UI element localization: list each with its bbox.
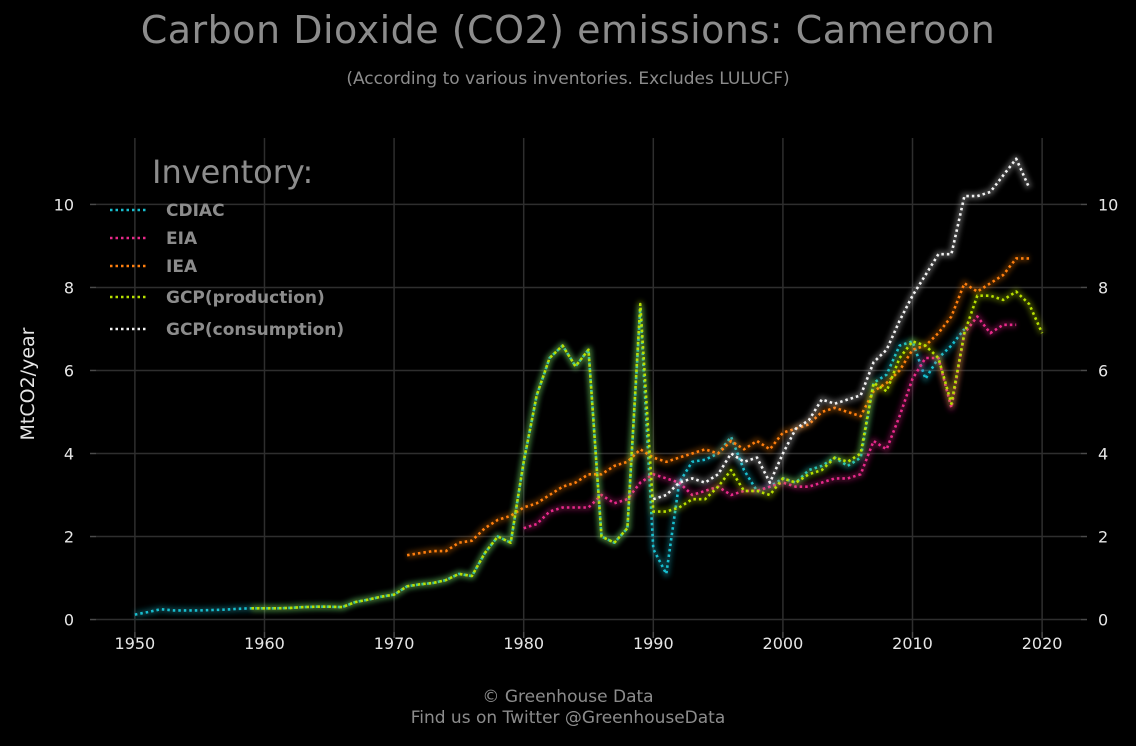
y-tick-label-left: 10 bbox=[54, 195, 74, 214]
series-gcp-consumption bbox=[652, 155, 1033, 503]
series-gcp-production bbox=[251, 288, 1046, 612]
x-tick-label: 1950 bbox=[115, 634, 156, 653]
series-lines bbox=[134, 155, 1046, 619]
y-tick-label-right: 10 bbox=[1098, 195, 1118, 214]
chart-title: Carbon Dioxide (CO2) emissions: Cameroon bbox=[140, 8, 996, 52]
y-tick-label-left: 6 bbox=[64, 361, 74, 380]
legend-label: GCP(production) bbox=[166, 288, 325, 308]
x-tick-label: 2000 bbox=[763, 634, 804, 653]
y-tick-label-left: 8 bbox=[64, 278, 74, 297]
x-tick-label: 1970 bbox=[374, 634, 415, 653]
y-tick-label-right: 2 bbox=[1098, 528, 1108, 547]
y-tick-label-left: 4 bbox=[64, 444, 74, 463]
y-tick-label-right: 8 bbox=[1098, 278, 1108, 297]
y-axis-label: MtCO2/year bbox=[17, 327, 39, 440]
x-tick-label: 1960 bbox=[244, 634, 285, 653]
axis-ticks: 1950 1960 1970 1980 1990 2000 2010 2020 0 0 2 2 4 4 6 6… bbox=[54, 195, 1119, 653]
copyright-text: © Greenhouse Data bbox=[482, 687, 654, 707]
y-tick-label-right: 6 bbox=[1098, 361, 1108, 380]
x-tick-label: 2020 bbox=[1022, 634, 1063, 653]
series-line bbox=[251, 290, 1044, 610]
series-line bbox=[652, 157, 1031, 501]
legend: Inventory: CDIAC EIA IEA GCP(production) GCP… bbox=[110, 153, 344, 340]
series-line bbox=[406, 257, 1030, 557]
legend-title: Inventory: bbox=[152, 153, 313, 191]
legend-label: EIA bbox=[166, 229, 198, 249]
y-tick-label-right: 4 bbox=[1098, 444, 1108, 463]
legend-label: IEA bbox=[166, 257, 198, 277]
footer: © Greenhouse Data Find us on Twitter @Gr… bbox=[0, 687, 1136, 729]
y-tick-label-right: 0 bbox=[1098, 611, 1108, 630]
y-tick-label-left: 2 bbox=[64, 528, 74, 547]
x-tick-label: 1990 bbox=[633, 634, 674, 653]
chart-subtitle: (According to various inventories. Exclu… bbox=[346, 69, 790, 89]
legend-label: GCP(consumption) bbox=[166, 320, 344, 340]
series-glow bbox=[251, 288, 1046, 612]
x-tick-label: 2010 bbox=[892, 634, 933, 653]
y-tick-label-left: 0 bbox=[64, 611, 74, 630]
series-iea bbox=[406, 254, 1030, 559]
legend-label: CDIAC bbox=[166, 201, 225, 221]
x-tick-label: 1980 bbox=[503, 634, 544, 653]
series-glow bbox=[406, 254, 1030, 559]
twitter-credit: Find us on Twitter @GreenhouseData bbox=[410, 708, 726, 728]
